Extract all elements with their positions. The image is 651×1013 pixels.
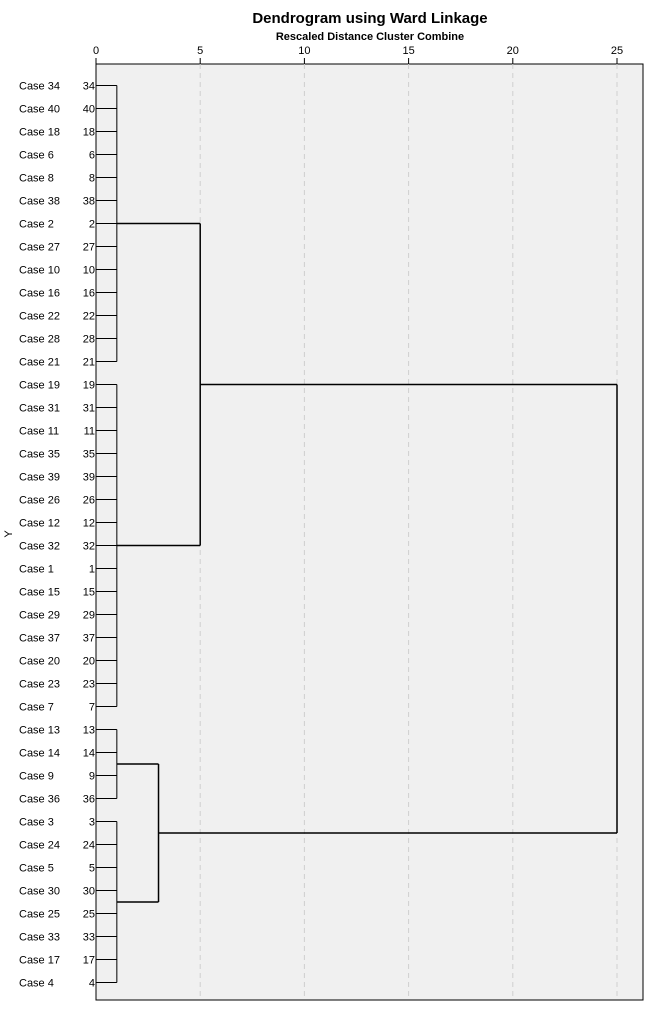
leaf-case-label: Case 17 (19, 955, 60, 967)
leaf-case-label: Case 16 (19, 288, 60, 300)
leaf-case-number: 23 (83, 679, 95, 691)
leaf-case-number: 34 (83, 81, 95, 93)
x-tick-label: 5 (197, 45, 203, 57)
y-axis-label: Y (3, 530, 15, 538)
x-tick-label: 0 (93, 45, 99, 57)
leaf-case-number: 33 (83, 932, 95, 944)
leaf-case-number: 26 (83, 495, 95, 507)
leaf-case-label: Case 36 (19, 794, 60, 806)
leaf-case-number: 16 (83, 288, 95, 300)
leaf-case-number: 28 (83, 334, 95, 346)
leaf-case-label: Case 3 (19, 817, 54, 829)
leaf-case-label: Case 20 (19, 656, 60, 668)
leaf-case-label: Case 28 (19, 334, 60, 346)
dendrogram-links (96, 85, 618, 983)
leaf-case-number: 2 (89, 219, 95, 231)
leaf-case-label: Case 23 (19, 679, 60, 691)
leaf-case-label: Case 6 (19, 150, 54, 162)
leaf-case-label: Case 9 (19, 771, 54, 783)
x-tick-label: 15 (402, 45, 414, 57)
leaf-case-number: 6 (89, 150, 95, 162)
leaf-case-number: 21 (83, 357, 95, 369)
x-tick-label: 25 (611, 45, 623, 57)
leaf-case-number: 13 (83, 725, 95, 737)
leaf-case-label: Case 25 (19, 909, 60, 921)
leaf-case-number: 35 (83, 449, 95, 461)
leaf-case-number: 10 (83, 265, 95, 277)
leaf-case-label: Case 40 (19, 104, 60, 116)
leaf-case-number: 8 (89, 173, 95, 185)
leaf-case-number: 36 (83, 794, 95, 806)
leaf-case-label: Case 14 (19, 748, 60, 760)
leaf-case-label: Case 10 (19, 265, 60, 277)
leaf-case-label: Case 34 (19, 81, 60, 93)
leaf-case-number: 30 (83, 886, 95, 898)
leaf-case-label: Case 5 (19, 863, 54, 875)
leaf-case-number: 12 (83, 518, 95, 530)
leaf-case-number: 15 (83, 587, 95, 599)
leaf-case-label: Case 7 (19, 702, 54, 714)
leaf-case-number: 1 (89, 564, 95, 576)
leaf-case-label: Case 24 (19, 840, 60, 852)
leaf-case-number: 19 (83, 380, 95, 392)
leaf-case-number: 38 (83, 196, 95, 208)
x-tick-label: 20 (507, 45, 519, 57)
leaf-case-label: Case 27 (19, 242, 60, 254)
leaf-case-label: Case 15 (19, 587, 60, 599)
leaf-case-label: Case 11 (19, 426, 59, 438)
leaf-case-number: 14 (83, 748, 95, 760)
leaf-case-number: 24 (83, 840, 95, 852)
leaf-case-label: Case 22 (19, 311, 60, 323)
chart-subtitle: Rescaled Distance Cluster Combine (276, 31, 464, 43)
leaf-case-label: Case 35 (19, 449, 60, 461)
leaf-case-number: 31 (83, 403, 95, 415)
leaf-case-label: Case 39 (19, 472, 60, 484)
leaf-case-number: 32 (83, 541, 95, 553)
leaf-case-number: 3 (89, 817, 95, 829)
leaf-case-number: 11 (84, 426, 95, 438)
leaf-case-label: Case 31 (19, 403, 60, 415)
leaf-case-number: 27 (83, 242, 95, 254)
leaf-case-number: 18 (83, 127, 95, 139)
leaf-case-label: Case 29 (19, 610, 60, 622)
leaf-case-label: Case 32 (19, 541, 60, 553)
leaf-case-number: 29 (83, 610, 95, 622)
leaf-case-label: Case 37 (19, 633, 60, 645)
leaf-case-label: Case 4 (19, 978, 54, 990)
leaf-case-label: Case 33 (19, 932, 60, 944)
leaf-case-label: Case 12 (19, 518, 60, 530)
leaf-case-number: 25 (83, 909, 95, 921)
leaf-case-label: Case 26 (19, 495, 60, 507)
leaf-case-label: Case 8 (19, 173, 54, 185)
plot-area (95, 63, 644, 1001)
leaf-case-number: 4 (89, 978, 95, 990)
leaf-case-number: 7 (89, 702, 95, 714)
leaf-case-number: 9 (89, 771, 95, 783)
x-axis-ticks: 0 5 10 15 20 25 (93, 45, 623, 64)
leaf-case-label: Case 38 (19, 196, 60, 208)
leaf-case-number: 37 (83, 633, 95, 645)
leaf-case-label: Case 21 (19, 357, 60, 369)
x-tick-label: 10 (298, 45, 310, 57)
leaf-case-label: Case 13 (19, 725, 60, 737)
leaf-case-label: Case 19 (19, 380, 60, 392)
leaf-case-number: 17 (83, 955, 95, 967)
leaf-case-label: Case 30 (19, 886, 60, 898)
leaf-case-label: Case 18 (19, 127, 60, 139)
leaf-case-label: Case 2 (19, 219, 54, 231)
leaf-case-number: 5 (89, 863, 95, 875)
leaf-case-number: 39 (83, 472, 95, 484)
leaf-case-number: 40 (83, 104, 95, 116)
leaf-case-label: Case 1 (19, 564, 54, 576)
leaf-case-number: 22 (83, 311, 95, 323)
leaf-case-number: 20 (83, 656, 95, 668)
chart-title: Dendrogram using Ward Linkage (252, 10, 487, 27)
